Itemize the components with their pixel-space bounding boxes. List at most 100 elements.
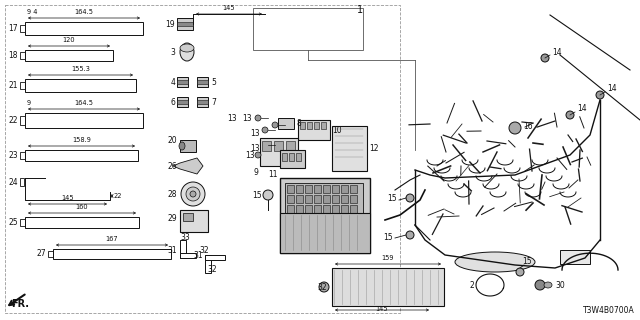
Text: 22: 22 [8,116,18,125]
Bar [287,205,294,213]
Bar [560,250,590,264]
Text: 13: 13 [250,143,260,153]
Text: 5: 5 [211,77,216,86]
Bar [180,253,196,258]
Bar [332,185,339,193]
Bar [314,185,321,193]
Ellipse shape [179,142,185,150]
Circle shape [406,194,414,202]
Bar [20,25,25,32]
Text: 164.5: 164.5 [74,9,93,14]
Circle shape [262,142,268,148]
Bar [296,205,303,213]
Bar [323,205,330,213]
Text: 27: 27 [36,250,46,259]
Bar [5,5,400,313]
Bar [205,255,211,273]
Text: 7: 7 [211,98,216,107]
Circle shape [319,282,329,292]
Text: 24: 24 [8,178,18,187]
Bar [205,255,225,260]
Text: 15: 15 [522,258,532,267]
Bar [323,185,330,193]
Circle shape [272,122,278,128]
Text: 145: 145 [223,5,236,11]
Bar [25,79,136,92]
Text: 26: 26 [168,162,177,171]
Bar [278,118,294,129]
Text: 3: 3 [170,47,175,57]
Bar [296,195,303,203]
Bar [282,153,287,161]
Circle shape [190,191,196,197]
Bar [177,97,188,107]
Text: 22: 22 [114,193,122,199]
Bar [332,205,339,213]
Circle shape [516,268,524,276]
Bar [177,77,188,87]
Bar [53,249,171,259]
Text: 32: 32 [199,245,209,254]
Ellipse shape [544,282,552,288]
Bar [350,185,357,193]
Bar [287,195,294,203]
Bar [20,219,25,226]
Ellipse shape [455,252,535,272]
Text: 145: 145 [61,195,74,201]
Text: 145: 145 [376,306,388,312]
Circle shape [596,91,604,99]
Bar [197,77,208,87]
Text: 31: 31 [193,252,203,260]
Bar [197,100,208,104]
Bar [305,185,312,193]
Text: 29: 29 [168,213,177,222]
Text: 28: 28 [168,189,177,198]
Text: 31: 31 [168,245,177,254]
Circle shape [535,280,545,290]
Bar [25,22,143,35]
Text: 30: 30 [555,281,564,290]
Bar [191,212,199,232]
Bar [296,185,303,193]
Text: 32: 32 [207,266,216,275]
Bar [307,122,312,129]
Circle shape [509,122,521,134]
Bar [280,213,370,253]
Bar [180,212,198,224]
Bar [177,100,188,104]
Text: 19: 19 [165,20,175,28]
Bar [25,113,143,128]
Circle shape [255,152,261,158]
Text: 13: 13 [250,129,260,138]
Circle shape [566,111,574,119]
Bar [332,126,367,171]
Text: 12: 12 [369,143,378,153]
Text: 2: 2 [469,281,474,290]
Bar [262,141,271,151]
Text: 23: 23 [8,151,18,160]
Bar [274,141,283,151]
Text: 15: 15 [387,194,397,203]
Text: 1: 1 [357,5,363,15]
Bar [289,153,294,161]
Text: 17: 17 [8,24,18,33]
Bar [20,116,25,125]
Circle shape [406,231,414,239]
Text: 8: 8 [296,118,301,127]
Bar [341,195,348,203]
Text: 15: 15 [252,190,262,199]
Bar [177,18,193,30]
Bar [197,97,208,107]
Bar [314,122,319,129]
Text: 14: 14 [607,84,616,92]
Text: 33: 33 [180,233,189,242]
Ellipse shape [180,44,194,52]
Bar [180,240,186,258]
Text: 14: 14 [577,103,587,113]
Bar [300,122,305,129]
Bar [20,152,25,159]
Bar [341,205,348,213]
Bar [25,150,138,161]
Bar [298,120,330,140]
Text: 18: 18 [8,51,18,60]
